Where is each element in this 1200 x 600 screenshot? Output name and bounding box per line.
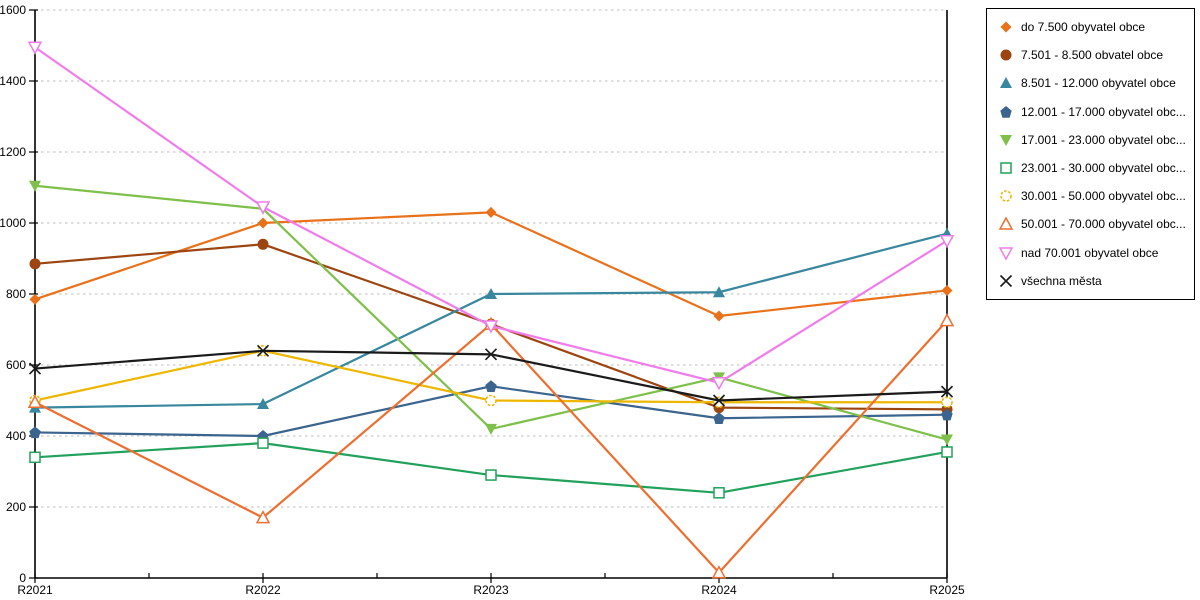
legend-item: nad 70.001 obyvatel obce [997, 245, 1194, 261]
x-tick-label: R2021 [17, 583, 53, 597]
diamond-icon [1000, 21, 1012, 33]
legend-item: 17.001 - 23.000 obyvatel obc... [997, 132, 1194, 148]
legend-label: všechna města [1021, 273, 1102, 288]
x-tick-label: R2024 [701, 583, 737, 597]
x-cross-icon [999, 274, 1013, 287]
x-tick-label: R2023 [473, 583, 509, 597]
legend-item: 50.001 - 70.000 obyvatel obc... [997, 216, 1194, 232]
series-line [34, 441, 948, 494]
legend-item: 8.501 - 12.000 obyvatel obce [997, 75, 1194, 91]
y-tick-label: 1000 [0, 216, 26, 230]
y-tick-label: 200 [6, 500, 26, 514]
square-open-icon [1000, 162, 1012, 174]
legend-item: všechna města [997, 273, 1194, 289]
y-tick-label: 1200 [0, 145, 26, 159]
legend-label: 30.001 - 50.000 obyvatel obc... [1021, 189, 1186, 204]
series-line [34, 349, 948, 402]
legend-label: do 7.500 obyvatel obce [1021, 20, 1146, 35]
x-tick-label: R2025 [929, 583, 965, 597]
legend-item: 7.501 - 8.500 obvatel obce [997, 47, 1194, 63]
legend-item: 12.001 - 17.000 obyvatel obc... [997, 104, 1194, 120]
x-tick-label: R2022 [245, 583, 281, 597]
y-tick-label: 0 [19, 571, 26, 585]
y-tick-label: 400 [6, 429, 26, 443]
y-tick-label: 800 [6, 287, 26, 301]
legend-label: 50.001 - 70.000 obyvatel obc... [1021, 217, 1186, 232]
triangle-down-open-icon [998, 246, 1014, 261]
legend-label: nad 70.001 obyvatel obce [1021, 245, 1159, 260]
y-tick-label: 1600 [0, 3, 26, 17]
legend-label: 17.001 - 23.000 obyvatel obc... [1021, 132, 1186, 147]
triangle-up-icon [1000, 77, 1012, 89]
legend-label: 8.501 - 12.000 obyvatel obce [1021, 76, 1176, 91]
pentagon-icon [1000, 105, 1012, 118]
y-tick-label: 1400 [0, 74, 26, 88]
legend-label: 23.001 - 30.000 obyvatel obc... [1021, 161, 1186, 176]
triangle-up-open-icon [998, 216, 1014, 231]
legend-item: do 7.500 obyvatel obce [997, 19, 1194, 35]
legend: do 7.500 obyvatel obce 7.501 - 8.500 obva… [986, 8, 1195, 300]
triangle-down-icon [1000, 134, 1012, 146]
legend-label: 12.001 - 17.000 obyvatel obc... [1021, 104, 1186, 119]
circle-icon [1000, 49, 1012, 61]
legend-item: 23.001 - 30.000 obyvatel obc... [997, 160, 1194, 176]
legend-label: 7.501 - 8.500 obvatel obce [1021, 48, 1164, 63]
circle-open-dashed-icon [1000, 190, 1012, 203]
series-line [34, 211, 948, 318]
legend-item: 30.001 - 50.000 obyvatel obc... [997, 188, 1194, 204]
y-tick-label: 600 [6, 358, 26, 372]
